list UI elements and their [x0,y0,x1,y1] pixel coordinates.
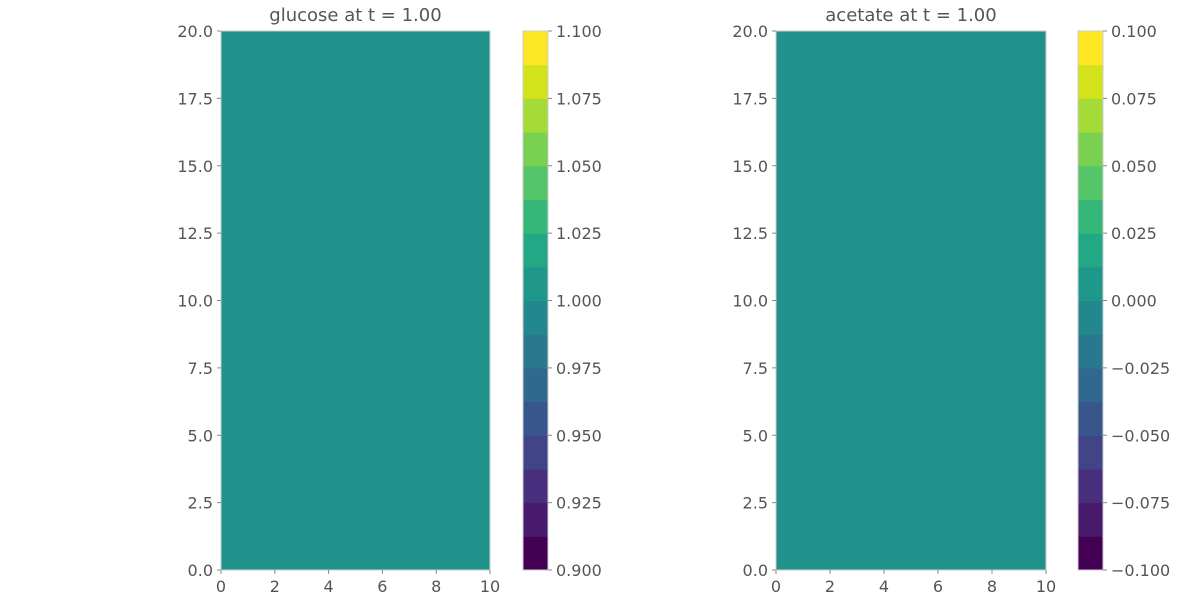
y-tick-label: 5.0 [743,426,768,445]
x-tick-label: 6 [933,577,943,596]
colorbar-level [523,233,548,268]
y-tick-label: 20.0 [732,22,768,41]
colorbar-level [523,435,548,470]
colorbar-level [523,31,548,66]
y-tick-label: 20.0 [177,22,213,41]
x-tick-label: 10 [1036,577,1056,596]
colorbar-tick-label: 1.000 [556,292,602,311]
colorbar-tick-label: 0.975 [556,359,602,378]
y-tick-label: 12.5 [177,224,213,243]
colorbar-level [523,401,548,436]
colorbar-level [1078,468,1103,504]
colorbar-level [523,367,548,403]
colorbar-tick-label: 0.950 [556,426,602,445]
colorbar-level [1078,165,1103,200]
panel-glucose: glucose at t = 1.00 0 2 4 6 8 10 0.0 2.5 5.0 7.5 10… [177,5,601,596]
x-tick-label: 2 [270,577,280,596]
colorbar-tick-label: 0.025 [1111,224,1157,243]
colorbar-level [523,64,548,99]
colorbar-level [1078,536,1103,571]
colorbar-tick-label: 0.000 [1111,292,1157,311]
y-tick-label: 15.0 [177,157,213,176]
colorbar-tick-label: 0.050 [1111,157,1157,176]
colorbar-level [1078,31,1103,66]
colorbar-level [1078,334,1103,369]
colorbar-level [523,199,548,234]
chart-title: acetate at t = 1.00 [825,5,996,26]
y-tick-label: 5.0 [188,426,213,445]
chart-title: glucose at t = 1.00 [269,5,441,26]
y-tick-label: 7.5 [743,359,768,378]
colorbar-level [1078,435,1103,470]
y-tick-label: 15.0 [732,157,768,176]
colorbar-level [1078,300,1103,335]
colorbar-level [1078,401,1103,436]
x-tick-label: 8 [431,577,441,596]
colorbar-tick-label: −0.100 [1111,561,1170,580]
colorbar-level [523,132,548,167]
colorbar-tick-label: 1.050 [556,157,602,176]
y-tick-label: 10.0 [177,292,213,311]
colorbar-tick-label: 1.075 [556,89,602,108]
x-tick-label: 4 [879,577,889,596]
colorbar-level [1078,502,1103,537]
colorbar-level [523,266,548,301]
colorbar-level [523,536,548,571]
colorbar-level [1078,98,1103,133]
y-tick-label: 7.5 [188,359,213,378]
x-tick-label: 2 [825,577,835,596]
y-tick-label: 17.5 [732,89,768,108]
x-tick-label: 4 [324,577,334,596]
y-tick-label: 0.0 [743,561,768,580]
y-tick-label: 0.0 [188,561,213,580]
y-tick-label: 2.5 [743,494,768,513]
colorbar-level [523,502,548,537]
colorbar-tick-label: 0.100 [1111,22,1157,41]
x-tick-label: 8 [987,577,997,596]
heatmap-field [221,31,490,570]
colorbar-tick-label: −0.050 [1111,426,1170,445]
heatmap-field [776,31,1046,570]
colorbar-level [1078,233,1103,268]
x-tick-label: 6 [377,577,387,596]
colorbar-tick-label: −0.075 [1111,494,1170,513]
x-tick-label: 10 [480,577,500,596]
y-tick-label: 12.5 [732,224,768,243]
colorbar-tick-label: 1.025 [556,224,602,243]
y-tick-label: 17.5 [177,89,213,108]
colorbar-tick-label: 0.900 [556,561,602,580]
colorbar-level [1078,199,1103,234]
colorbar-level [523,98,548,133]
x-tick-label: 0 [216,577,226,596]
y-tick-label: 2.5 [188,494,213,513]
colorbar-level [1078,132,1103,167]
colorbar-tick-label: 0.075 [1111,89,1157,108]
colorbar-tick-label: −0.025 [1111,359,1170,378]
colorbar-level [1078,64,1103,99]
colorbar-tick-label: 1.100 [556,22,602,41]
colorbar-level [523,300,548,335]
colorbar-level [523,468,548,504]
colorbar-tick-label: 0.925 [556,494,602,513]
colorbar-level [1078,367,1103,403]
y-tick-label: 10.0 [732,292,768,311]
panel-acetate: acetate at t = 1.00 0 2 4 6 8 10 0.0 2.5 5.0 7.5 10… [732,5,1170,596]
colorbar-level [523,165,548,200]
colorbar-level [523,334,548,369]
x-tick-label: 0 [771,577,781,596]
colorbar-level [1078,266,1103,301]
